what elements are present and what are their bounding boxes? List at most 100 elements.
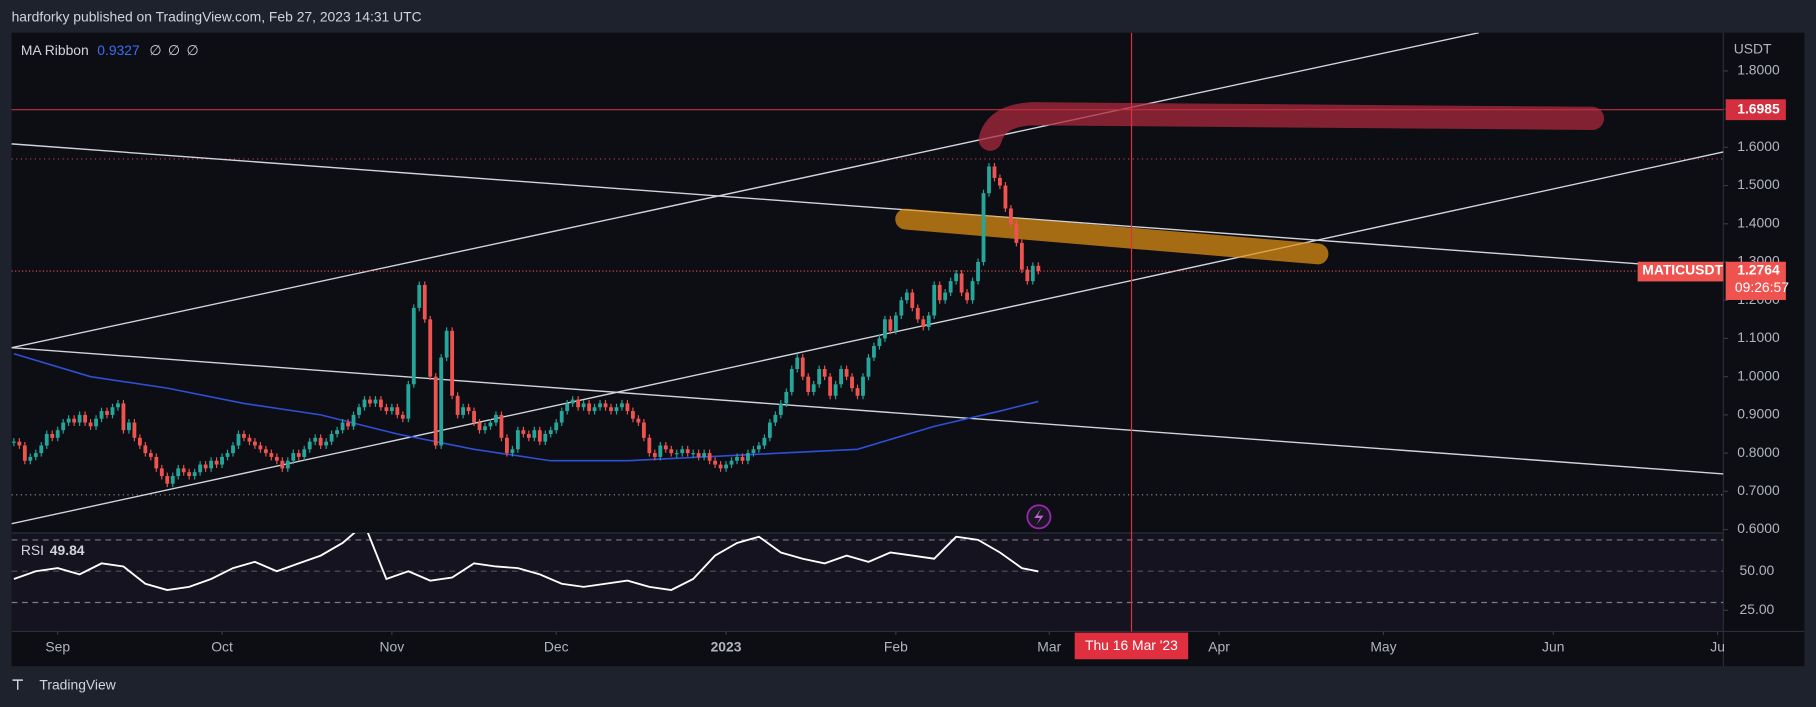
candle	[592, 407, 597, 412]
header: hardforky published on TradingView.com, …	[12, 8, 422, 24]
candle	[658, 445, 663, 457]
candle	[127, 422, 131, 431]
candle	[839, 369, 844, 385]
candle	[346, 422, 350, 427]
candle	[609, 407, 613, 412]
legend-name: MA Ribbon	[21, 42, 89, 58]
candle	[806, 376, 811, 392]
candle	[850, 376, 854, 389]
candle	[1014, 223, 1019, 243]
candle	[110, 407, 115, 415]
candle	[926, 315, 931, 327]
candle	[417, 284, 422, 308]
candle	[603, 403, 608, 408]
candle	[630, 411, 635, 419]
candle	[148, 453, 153, 457]
candle	[537, 430, 542, 442]
legend-extra: ∅	[186, 42, 198, 58]
candle	[461, 407, 466, 415]
candle	[329, 433, 334, 442]
legend-value: 0.9327	[97, 42, 140, 58]
candle	[83, 414, 88, 423]
candle	[203, 464, 208, 469]
candle	[751, 449, 756, 454]
candle	[159, 468, 164, 477]
candle	[899, 300, 904, 316]
y-tick-label: 0.7000	[1737, 482, 1780, 498]
candle	[263, 449, 268, 454]
candle	[225, 453, 230, 457]
candle	[483, 426, 487, 431]
candle	[505, 437, 509, 454]
candle	[450, 330, 455, 396]
footer-logo: ⊤	[12, 677, 24, 693]
candle	[72, 418, 77, 423]
candle	[307, 441, 312, 450]
candle	[389, 407, 394, 412]
candle	[231, 445, 235, 454]
candle	[822, 369, 827, 377]
candle	[1036, 265, 1041, 272]
candle	[817, 369, 822, 385]
candle	[400, 414, 405, 419]
candle	[784, 391, 789, 404]
candle	[674, 453, 679, 455]
candle	[33, 453, 38, 457]
candle	[422, 284, 427, 320]
candle	[198, 464, 203, 473]
candle	[992, 166, 997, 178]
candle	[795, 357, 800, 370]
candle	[778, 403, 783, 415]
candle	[154, 456, 159, 469]
candle	[66, 418, 71, 423]
candle	[767, 422, 772, 438]
candle	[910, 292, 915, 308]
ma-line	[13, 352, 1039, 462]
y-tick-label: 0.8000	[1737, 444, 1780, 460]
candle	[877, 338, 882, 347]
x-tick-label: May	[1370, 638, 1396, 654]
candle	[861, 376, 865, 396]
candle	[379, 399, 383, 408]
candle	[488, 422, 493, 427]
candle	[663, 445, 668, 450]
candle	[937, 284, 942, 301]
main-pane	[11, 32, 1724, 525]
candle	[893, 315, 898, 331]
candle	[116, 403, 120, 408]
candle	[510, 449, 515, 454]
candle	[647, 437, 652, 454]
candle	[357, 407, 361, 415]
candle	[943, 292, 948, 301]
x-tick-label: Sep	[45, 638, 70, 654]
candle	[384, 407, 389, 412]
candle	[1003, 185, 1008, 209]
symbol-label: MATICUSDT	[1642, 262, 1723, 278]
x-tick-label: Oct	[211, 638, 233, 654]
candle	[981, 193, 986, 263]
candle	[762, 437, 767, 446]
y-tick-label: 1.5000	[1737, 176, 1780, 192]
candle	[625, 403, 630, 412]
candle	[285, 460, 290, 469]
candle	[811, 384, 816, 392]
candle	[976, 262, 980, 282]
candle	[477, 422, 482, 431]
y-tick-label: 0.6000	[1737, 520, 1780, 536]
candle	[576, 399, 581, 408]
candle	[521, 430, 526, 434]
x-tick-label: Nov	[380, 638, 405, 654]
x-tick-label: Jun	[1542, 638, 1564, 654]
candle	[406, 384, 411, 419]
candle	[866, 357, 871, 377]
candle	[515, 430, 520, 450]
candle	[137, 437, 142, 446]
candle	[340, 422, 345, 431]
candle	[274, 456, 279, 461]
candle	[882, 319, 887, 339]
candle	[88, 422, 93, 427]
footer: TradingView	[39, 677, 116, 693]
rsi-pane	[11, 533, 1724, 632]
candle	[987, 166, 991, 194]
